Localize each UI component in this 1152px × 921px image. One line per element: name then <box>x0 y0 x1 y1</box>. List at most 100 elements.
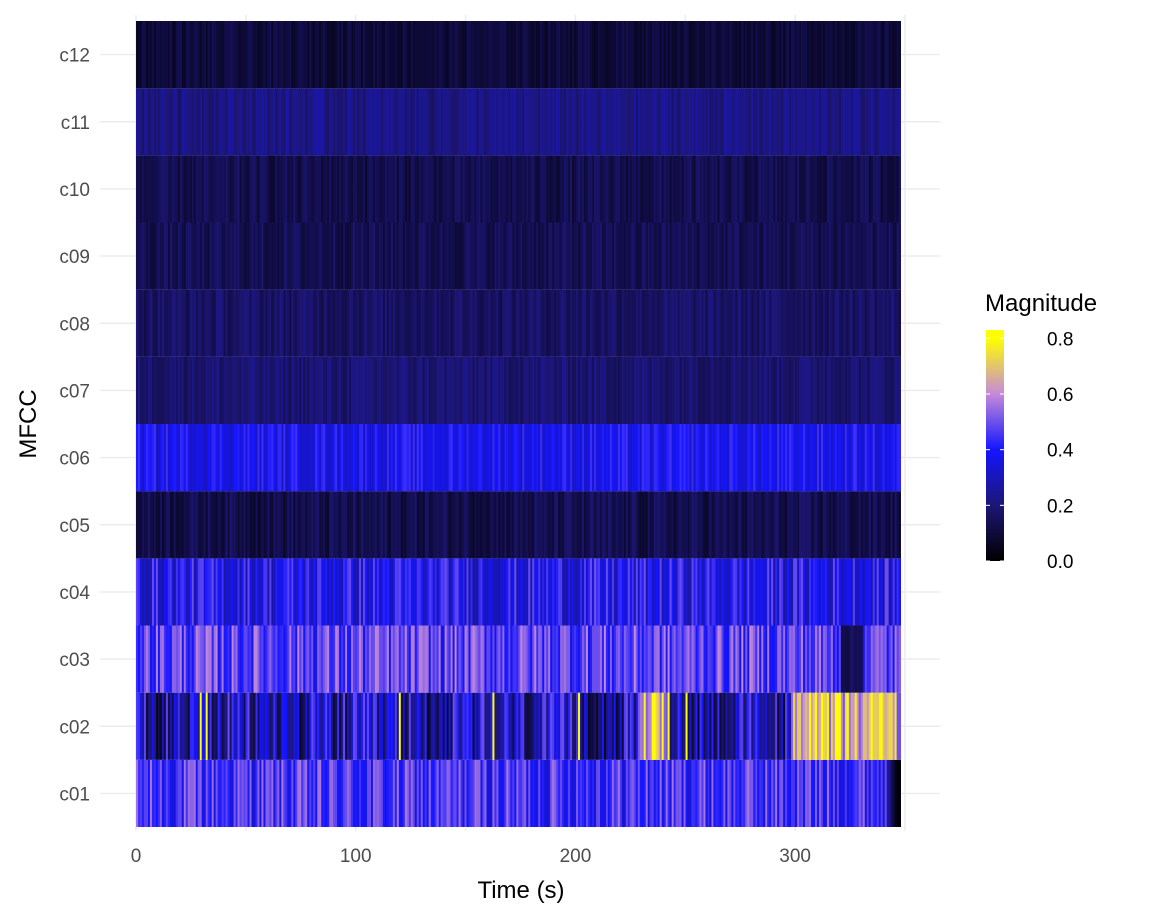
heatmap-cell <box>466 424 469 492</box>
heatmap-cell <box>773 289 776 357</box>
heatmap-cell <box>566 155 569 223</box>
heatmap-cell <box>392 356 396 424</box>
heatmap-cell <box>534 558 537 626</box>
heatmap-cell <box>368 625 372 693</box>
heatmap-cell <box>765 21 768 89</box>
heatmap-cell <box>339 558 342 626</box>
heatmap-cell <box>705 155 708 223</box>
heatmap-cell <box>699 155 702 223</box>
heatmap-cell <box>711 88 714 156</box>
heatmap-cell <box>842 222 846 290</box>
heatmap-cell <box>603 356 607 424</box>
heatmap-cell <box>141 759 145 827</box>
heatmap-cell <box>155 692 159 760</box>
heatmap-cell <box>211 759 215 827</box>
heatmap-cell <box>209 558 213 626</box>
heatmap-cell <box>755 289 758 357</box>
heatmap-cell <box>464 289 467 357</box>
heatmap-cell <box>669 424 673 492</box>
heatmap-cell <box>412 155 416 223</box>
heatmap-cell <box>850 356 854 424</box>
heatmap-cell <box>878 692 882 760</box>
heatmap-cell <box>723 558 726 626</box>
heatmap-cell <box>313 21 316 89</box>
heatmap-cell <box>400 759 404 827</box>
heatmap-cell <box>249 222 252 290</box>
heatmap-cell <box>805 424 808 492</box>
heatmap-cell <box>556 558 559 626</box>
heatmap-cell <box>657 356 661 424</box>
heatmap-cell <box>860 692 864 760</box>
heatmap-cell <box>540 21 543 89</box>
heatmap-cell <box>838 625 842 693</box>
heatmap-cell <box>343 356 346 424</box>
heatmap-cell <box>404 222 408 290</box>
heatmap-cell <box>860 88 864 156</box>
heatmap-cell <box>811 289 814 357</box>
heatmap-cell <box>309 625 312 693</box>
heatmap-cell <box>516 759 519 827</box>
heatmap-cell <box>464 424 467 492</box>
heatmap-cell <box>878 21 882 89</box>
heatmap-cell <box>426 424 430 492</box>
heatmap-cell <box>570 692 573 760</box>
heatmap-cell <box>773 491 776 559</box>
heatmap-cell <box>351 558 354 626</box>
heatmap-cell <box>217 491 221 559</box>
heatmap-cell <box>643 155 647 223</box>
heatmap-cell <box>355 424 358 492</box>
y-tick-label: c10 <box>59 180 90 201</box>
heatmap-cell <box>705 424 708 492</box>
heatmap-cell <box>299 692 302 760</box>
heatmap-cell <box>386 558 390 626</box>
heatmap-cell <box>239 155 242 223</box>
heatmap-cell <box>402 222 406 290</box>
heatmap-cell <box>870 625 874 693</box>
heatmap-cell <box>779 558 782 626</box>
heatmap-cell <box>514 222 517 290</box>
heatmap-cell <box>619 88 623 156</box>
heatmap-cell <box>719 289 722 357</box>
heatmap-cell <box>834 759 838 827</box>
heatmap-cell <box>213 222 217 290</box>
heatmap-cell <box>510 356 513 424</box>
heatmap-cell <box>303 759 306 827</box>
heatmap-cell <box>711 759 714 827</box>
heatmap-cell <box>814 21 818 89</box>
heatmap-cell <box>550 759 553 827</box>
heatmap-cell <box>215 88 219 156</box>
heatmap-cell <box>253 491 256 559</box>
heatmap-cell <box>237 222 240 290</box>
heatmap-cell <box>805 356 808 424</box>
heatmap-cell <box>137 289 141 357</box>
heatmap-cell <box>852 759 856 827</box>
heatmap-cell <box>201 491 205 559</box>
heatmap-cell <box>781 356 784 424</box>
heatmap-cell <box>213 558 217 626</box>
heatmap-cell <box>753 759 756 827</box>
heatmap-cell <box>586 21 589 89</box>
heatmap-cell <box>733 88 736 156</box>
heatmap-cell <box>285 625 288 693</box>
y-tick-label: c06 <box>59 449 90 470</box>
heatmap-cell <box>791 424 794 492</box>
heatmap-cell <box>478 356 481 424</box>
heatmap-cell <box>490 356 493 424</box>
heatmap-cell <box>629 21 633 89</box>
heatmap-cell <box>826 625 830 693</box>
heatmap-cell <box>476 155 479 223</box>
heatmap-cell <box>155 21 159 89</box>
heatmap-cell <box>516 155 519 223</box>
heatmap-cell <box>572 356 575 424</box>
heatmap-cell <box>223 21 226 89</box>
heatmap-cell <box>787 491 790 559</box>
heatmap-cell <box>418 625 422 693</box>
heatmap-cell <box>562 289 565 357</box>
heatmap-cell <box>191 759 195 827</box>
heatmap-cell <box>408 155 412 223</box>
heatmap-cell <box>526 558 529 626</box>
heatmap-cell <box>331 356 334 424</box>
heatmap-cell <box>781 625 784 693</box>
heatmap-cell <box>805 692 808 760</box>
heatmap-cell <box>534 759 537 827</box>
